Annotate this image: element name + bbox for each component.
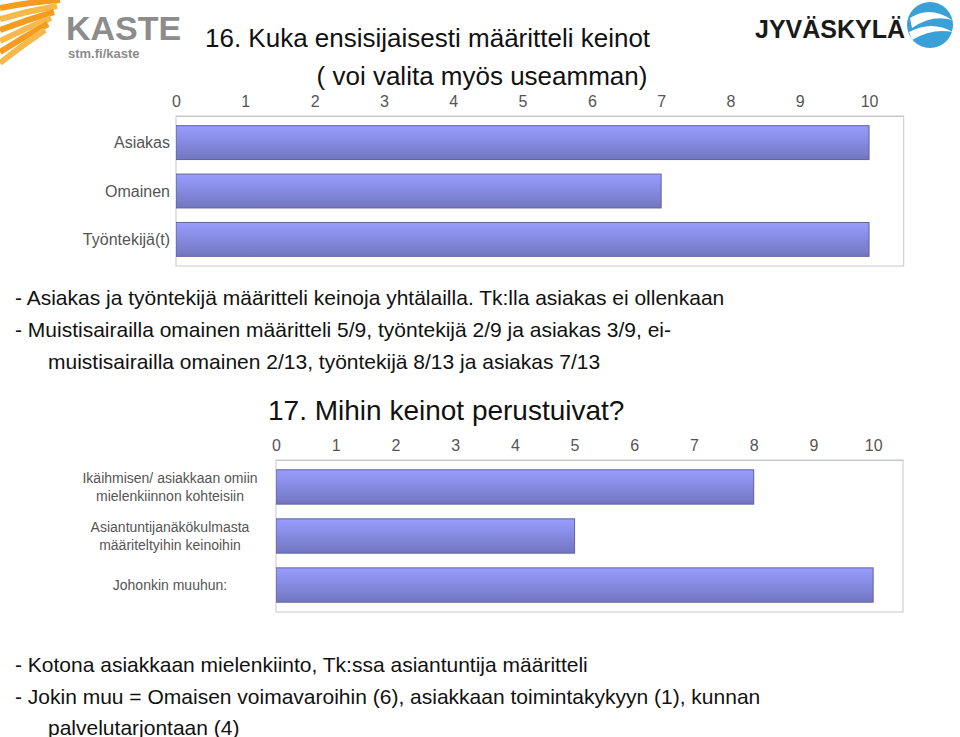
jyvaskyla-icon xyxy=(907,2,953,48)
category-label: Johonkin muuhun: xyxy=(113,577,227,593)
tick-label: 5 xyxy=(571,437,580,454)
tick: 0 xyxy=(272,437,281,460)
tick: 10 xyxy=(865,437,883,460)
logo-text: KASTE xyxy=(66,9,181,47)
y-axis-labels: Ikäihmisen/ asiakkaan omiinmielenkiinnon… xyxy=(82,470,257,593)
kaste-ray xyxy=(0,30,45,63)
tick-label: 2 xyxy=(391,437,400,454)
slide: KASTEstm.fi/kaste JYVÄSKYLÄ 16. Kuka ensis… xyxy=(0,0,960,737)
jyvaskyla-swirl xyxy=(909,26,953,40)
tick-label: 1 xyxy=(332,437,341,454)
tick-label: 0 xyxy=(272,437,281,454)
tick-label: 4 xyxy=(511,437,520,454)
tick-label: 6 xyxy=(630,437,639,454)
annotation: muistisairailla omainen 2/13, työntekijä… xyxy=(48,350,600,373)
tick-label: 0 xyxy=(172,93,181,110)
tick-label: 7 xyxy=(657,93,666,110)
tick-label: 10 xyxy=(861,93,879,110)
tick: 10 xyxy=(861,93,879,116)
chart: 17. Mihin keinot perustuivat? 0 1 2 3 4 5 6 7 8 9 1… xyxy=(15,395,904,737)
tick-label: 8 xyxy=(750,437,759,454)
x-axis: 0 1 2 3 4 5 6 7 8 9 10 xyxy=(272,437,903,461)
category-label: Asiakas xyxy=(114,134,170,151)
tick: 9 xyxy=(809,437,818,460)
jyvaskyla-swirl xyxy=(910,12,952,28)
y-axis-labels: Asiakas Omainen Työntekijä(t) xyxy=(83,134,170,248)
tick-label: 3 xyxy=(380,93,389,110)
category-label: Asiantuntijanäkökulmastamääriteltyihin k… xyxy=(91,519,250,553)
tick: 7 xyxy=(690,437,699,460)
tick: 1 xyxy=(332,437,341,460)
plot-frame xyxy=(276,460,903,612)
tick-label: 5 xyxy=(519,93,528,110)
tick: 5 xyxy=(519,93,528,116)
tick-label: 3 xyxy=(451,437,460,454)
tick: 1 xyxy=(241,93,250,116)
tick: 8 xyxy=(726,93,735,116)
annotation: - Muistisairailla omainen määritteli 5/9… xyxy=(15,318,671,341)
tick-label: 4 xyxy=(449,93,458,110)
tick-label: 8 xyxy=(726,93,735,110)
tick: 3 xyxy=(451,437,460,460)
tick-label: 9 xyxy=(796,93,805,110)
bars xyxy=(176,126,869,257)
bar xyxy=(176,126,869,160)
tick-label: 1 xyxy=(241,93,250,110)
tick-label: 9 xyxy=(809,437,818,454)
tick-label: 10 xyxy=(865,437,883,454)
tick: 2 xyxy=(391,437,400,460)
logo-text: JYVÄSKYLÄ xyxy=(755,15,905,43)
tick: 4 xyxy=(511,437,520,460)
bar xyxy=(176,222,869,256)
axis-line xyxy=(177,116,905,117)
tick: 7 xyxy=(657,93,666,116)
tick: 6 xyxy=(630,437,639,460)
bar xyxy=(276,568,873,602)
tick: 8 xyxy=(750,437,759,460)
axis-line xyxy=(277,460,904,461)
tick: 2 xyxy=(311,93,320,116)
tick-label: 2 xyxy=(311,93,320,110)
annotation: - Asiakas ja työntekijä määritteli keino… xyxy=(15,286,724,309)
bars xyxy=(276,470,873,602)
chart: 16. Kuka ensisijaisesti määritteli keino… xyxy=(15,23,904,373)
tick: 5 xyxy=(571,437,580,460)
category-label: Työntekijä(t) xyxy=(83,231,170,248)
tick-label: 7 xyxy=(690,437,699,454)
annotation: palvelutarjontaan (4) xyxy=(48,716,239,737)
tick: 3 xyxy=(380,93,389,116)
title: 17. Mihin keinot perustuivat? xyxy=(268,395,624,426)
bar xyxy=(276,470,754,504)
logo-text: stm.fi/kaste xyxy=(68,46,140,61)
plot-frame xyxy=(176,116,904,266)
tick: 0 xyxy=(172,93,181,116)
title: 16. Kuka ensisijaisesti määritteli keino… xyxy=(205,23,651,53)
logos: KASTEstm.fi/kaste JYVÄSKYLÄ xyxy=(0,0,953,63)
tick: 9 xyxy=(796,93,805,116)
annotation: - Kotona asiakkaan mielenkiinto, Tk:ssa … xyxy=(15,653,588,676)
annotations: - Kotona asiakkaan mielenkiinto, Tk:ssa … xyxy=(15,653,760,737)
subtitle: ( voi valita myös useamman) xyxy=(317,61,648,91)
category-label: Ikäihmisen/ asiakkaan omiinmielenkiinnon… xyxy=(82,470,257,504)
category-label: Omainen xyxy=(105,183,170,200)
kaste-icon xyxy=(0,0,60,63)
tick-label: 6 xyxy=(588,93,597,110)
bar xyxy=(176,174,661,208)
annotations: - Asiakas ja työntekijä määritteli keino… xyxy=(15,286,724,373)
bar xyxy=(276,519,575,553)
tick: 6 xyxy=(588,93,597,116)
annotation: - Jokin muu = Omaisen voimavaroihin (6),… xyxy=(15,685,760,708)
x-axis: 0 1 2 3 4 5 6 7 8 9 10 xyxy=(172,93,904,117)
tick: 4 xyxy=(449,93,458,116)
